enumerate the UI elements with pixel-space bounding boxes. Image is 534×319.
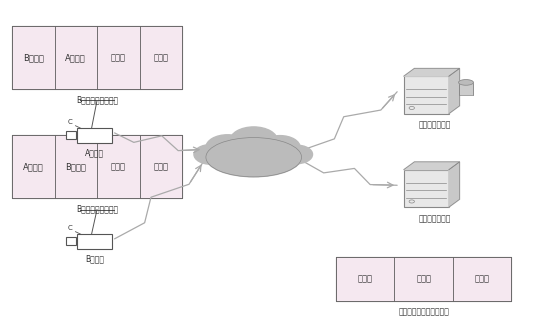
Text: C: C bbox=[68, 119, 73, 125]
Bar bbox=[77, 234, 112, 249]
Text: 店员区: 店员区 bbox=[153, 53, 168, 62]
Bar bbox=[12, 26, 54, 89]
Ellipse shape bbox=[459, 80, 473, 85]
Text: B顾客区: B顾客区 bbox=[65, 162, 86, 171]
Bar bbox=[12, 135, 54, 198]
Text: B顾客区: B顾客区 bbox=[23, 53, 44, 62]
Bar bbox=[336, 257, 395, 300]
Text: 会员区: 会员区 bbox=[111, 162, 126, 171]
Ellipse shape bbox=[260, 136, 300, 159]
Text: 会员区: 会员区 bbox=[111, 53, 126, 62]
Bar bbox=[336, 257, 512, 300]
Bar bbox=[77, 128, 112, 143]
Bar bbox=[97, 26, 139, 89]
Polygon shape bbox=[449, 68, 460, 114]
Bar bbox=[12, 135, 182, 198]
Text: B摄像头人脸库划分: B摄像头人脸库划分 bbox=[76, 204, 118, 214]
Text: 店员区: 店员区 bbox=[153, 162, 168, 171]
Ellipse shape bbox=[206, 135, 249, 160]
Text: A顾客区: A顾客区 bbox=[65, 53, 86, 62]
Bar bbox=[12, 26, 182, 89]
Bar bbox=[404, 170, 449, 207]
Ellipse shape bbox=[213, 142, 294, 173]
Bar bbox=[66, 131, 76, 139]
Text: 店员区: 店员区 bbox=[475, 274, 490, 283]
Bar bbox=[97, 135, 139, 198]
Polygon shape bbox=[404, 68, 460, 76]
Text: A摄像头: A摄像头 bbox=[85, 149, 104, 158]
Bar bbox=[395, 257, 453, 300]
Polygon shape bbox=[449, 162, 460, 207]
Ellipse shape bbox=[281, 145, 312, 164]
Ellipse shape bbox=[230, 127, 278, 155]
Text: 人脸识别服务器总人脸库: 人脸识别服务器总人脸库 bbox=[398, 308, 449, 316]
Text: B摄像头: B摄像头 bbox=[85, 255, 104, 264]
Ellipse shape bbox=[194, 145, 227, 164]
Text: 人脸识别服务器: 人脸识别服务器 bbox=[418, 214, 451, 223]
Bar bbox=[54, 26, 97, 89]
Bar bbox=[139, 26, 182, 89]
Text: C: C bbox=[68, 225, 73, 231]
Bar bbox=[404, 76, 449, 114]
Ellipse shape bbox=[206, 137, 302, 177]
Bar bbox=[139, 135, 182, 198]
Text: 数据处理服务器: 数据处理服务器 bbox=[418, 121, 451, 130]
Bar bbox=[54, 135, 97, 198]
Text: 会员区: 会员区 bbox=[416, 274, 431, 283]
Bar bbox=[66, 237, 76, 245]
Bar bbox=[453, 257, 512, 300]
Text: B摄像头人脸库划分: B摄像头人脸库划分 bbox=[76, 95, 118, 105]
Text: 顾客区: 顾客区 bbox=[358, 274, 373, 283]
Text: A顾客区: A顾客区 bbox=[23, 162, 44, 171]
Bar bbox=[459, 82, 473, 95]
Polygon shape bbox=[404, 162, 460, 170]
